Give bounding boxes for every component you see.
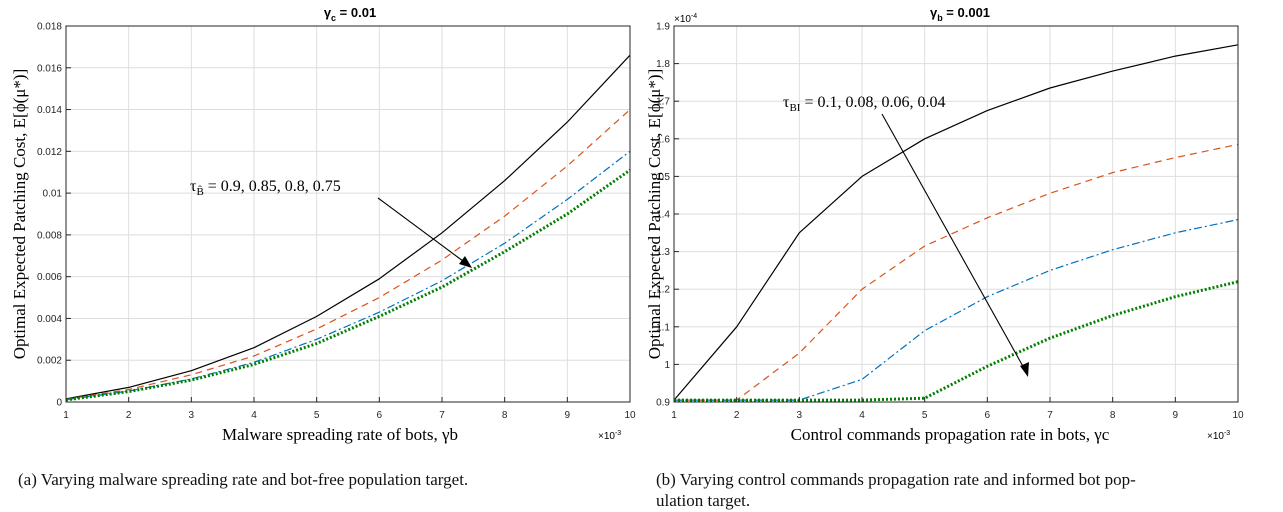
chart-a-x-tick-label: 2 (126, 410, 132, 421)
chart-b-y-exponent: ×10-4 (674, 13, 697, 25)
chart-a-series-1-line (65, 54, 631, 400)
chart-a-annotation-arrow (377, 197, 468, 265)
chart-a-x-tick-label: 5 (314, 410, 320, 421)
chart-a-title: γc = 0.01 (324, 5, 376, 23)
chart-a-annotation-arrowhead (459, 256, 472, 268)
chart-b-x-tick-label: 10 (1232, 410, 1244, 421)
chart-b-x-tick-label: 4 (859, 410, 865, 421)
chart-b-y-tick-label: 1.9 (656, 22, 670, 33)
chart-a: γc = 0.01 1 2 3 4 5 6 7 8 9 10 0 0.002 0.004 0.006 0.0… (10, 5, 636, 444)
chart-b-y-tick-label: 1.8 (656, 59, 670, 70)
caption-b-line-2: ulation target. (656, 491, 751, 510)
chart-a-y-tick-label: 0.012 (37, 147, 62, 158)
chart-a-x-tick-label: 7 (439, 410, 445, 421)
chart-a-x-tick-label: 10 (624, 410, 636, 421)
chart-b-y-tick-label: 1.6 (656, 134, 670, 145)
caption-a: (a) Varying malware spreading rate and b… (18, 470, 469, 489)
chart-a-y-tick-label: 0.004 (37, 314, 62, 325)
chart-a-y-tick-label: 0.008 (37, 230, 62, 241)
chart-b-x-tick-label: 1 (671, 410, 677, 421)
chart-b-y-tick-label: 1.3 (656, 247, 670, 258)
chart-a-x-tick-label: 3 (189, 410, 195, 421)
chart-b-x-tick-label: 5 (922, 410, 928, 421)
chart-a-series-3-line (65, 150, 631, 401)
chart-a-plot-area (65, 25, 631, 403)
chart-a-series-4-line (65, 168, 631, 402)
chart-a-x-tick-label: 9 (565, 410, 571, 421)
chart-b-x-exponent: ×10-3 (1207, 430, 1230, 442)
chart-b-x-tick-label: 8 (1110, 410, 1116, 421)
chart-b-x-axis-label: Control commands propagation rate in bot… (791, 425, 1110, 444)
chart-a-x-tick-label: 4 (251, 410, 257, 421)
chart-b-annotation-arrow (881, 113, 1026, 371)
chart-b-y-tick-label: 1.5 (656, 172, 670, 183)
chart-b-y-axis-label: Optimal Expected Patching Cost, E[ϕ(μ*)] (645, 69, 664, 359)
chart-b-y-tick-label: 1.2 (656, 285, 670, 296)
chart-a-x-tick-label: 8 (502, 410, 508, 421)
chart-a-x-axis-label: Malware spreading rate of bots, γb (222, 425, 458, 444)
chart-a-y-axis-label: Optimal Expected Patching Cost, E[ϕ(μ*)] (10, 69, 29, 359)
chart-a-x-exponent: ×10-3 (598, 430, 621, 442)
chart-a-x-tick-label: 1 (63, 410, 69, 421)
chart-a-y-tick-label: 0.01 (43, 189, 63, 200)
chart-b-x-tick-label: 6 (985, 410, 991, 421)
chart-b-y-tick-label: 1 (664, 360, 670, 371)
chart-a-x-tick-label: 6 (377, 410, 383, 421)
chart-b-series-2-line (674, 143, 1239, 401)
chart-a-y-tick-label: 0.016 (37, 63, 62, 74)
chart-b-series-3-line (674, 219, 1239, 401)
chart-b-y-tick-label: 1.7 (656, 97, 670, 108)
chart-a-y-tick-label: 0 (56, 398, 62, 409)
chart-b-series-1-line (673, 44, 1239, 401)
chart-a-series-2-line (65, 109, 631, 400)
chart-a-y-tick-label: 0.014 (37, 105, 62, 116)
chart-a-annotation: τB̂ = 0.9, 0.85, 0.8, 0.75 (190, 178, 341, 198)
chart-b-x-tick-label: 3 (797, 410, 803, 421)
chart-b-y-tick-label: 1.1 (656, 322, 670, 333)
chart-b: γb = 0.001 1 2 3 4 5 6 7 8 9 100.911.11.21.31.41.… (645, 5, 1244, 444)
chart-b-title: γb = 0.001 (930, 5, 990, 23)
chart-b-y-tick-label: 1.4 (656, 210, 670, 221)
chart-b-y-tick-label: 0.9 (656, 398, 670, 409)
chart-a-y-tick-label: 0.006 (37, 272, 62, 283)
chart-a-y-tick-label: 0.002 (37, 356, 62, 367)
chart-b-series-4-line (674, 280, 1239, 402)
chart-b-x-tick-label: 9 (1173, 410, 1179, 421)
chart-b-x-tick-label: 2 (734, 410, 740, 421)
chart-b-annotation: τBI = 0.1, 0.08, 0.06, 0.04 (783, 94, 945, 114)
chart-a-y-tick-label: 0.018 (37, 22, 62, 33)
caption-b: (b) Varying control commands propagation… (656, 469, 1276, 511)
chart-b-x-tick-label: 7 (1047, 410, 1053, 421)
caption-b-line-1: (b) Varying control commands propagation… (656, 470, 1136, 489)
chart-b-annotation-arrowhead (1020, 362, 1029, 377)
